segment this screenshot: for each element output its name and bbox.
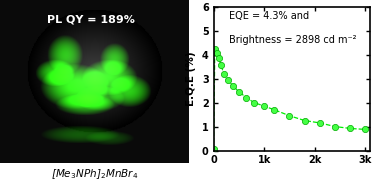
Text: [Me$_3$NPh]$_2$MnBr$_4$: [Me$_3$NPh]$_2$MnBr$_4$ bbox=[51, 168, 138, 181]
Y-axis label: E.Q.E (%): E.Q.E (%) bbox=[186, 51, 197, 106]
Text: PL QY = 189%: PL QY = 189% bbox=[47, 15, 135, 25]
Text: Brightness = 2898 cd m⁻²: Brightness = 2898 cd m⁻² bbox=[229, 35, 357, 45]
Text: EQE = 4.3% and: EQE = 4.3% and bbox=[229, 11, 309, 21]
